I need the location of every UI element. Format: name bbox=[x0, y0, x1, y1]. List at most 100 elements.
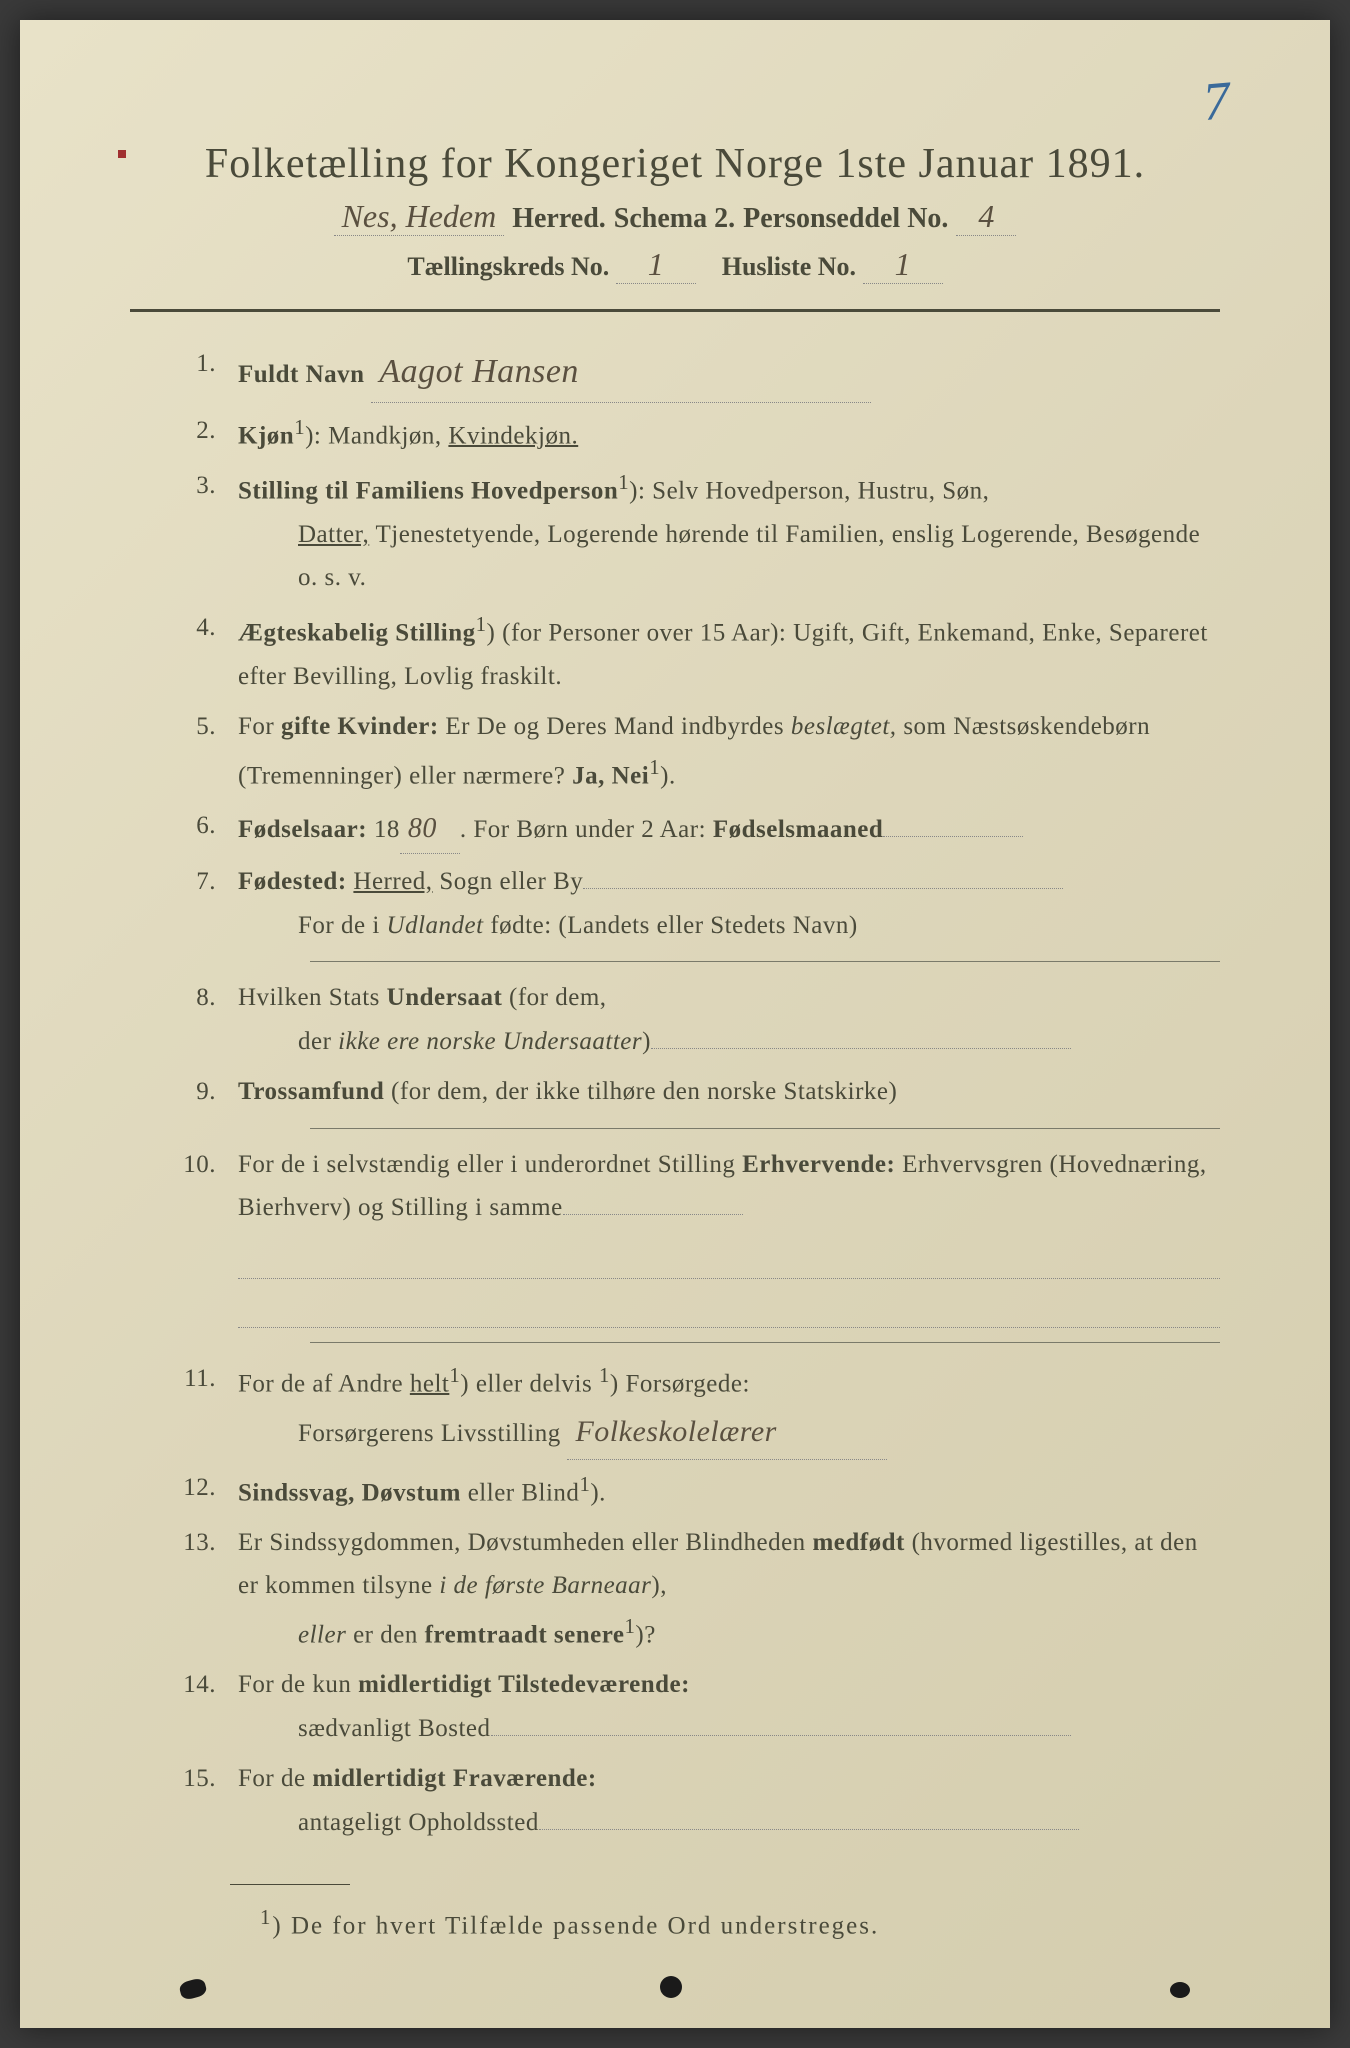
binding-hole-left bbox=[178, 1977, 208, 2001]
item-num-2: 2. bbox=[170, 409, 238, 458]
item-9: 9. Trossamfund (for dem, der ikke tilhør… bbox=[170, 1070, 1220, 1114]
husliste-label: Husliste No. bbox=[722, 252, 856, 281]
q5-sup: 1 bbox=[649, 755, 660, 779]
q6-blank bbox=[883, 812, 1023, 837]
q8-text3: der bbox=[298, 1028, 338, 1055]
q15-bold: midlertidigt Fraværende: bbox=[312, 1765, 596, 1792]
footnote-sup: 1 bbox=[260, 1905, 272, 1929]
personseddel-label: Personseddel No. bbox=[743, 203, 948, 235]
q7-text2: For de i bbox=[298, 912, 387, 939]
q11-value: Folkeskolelærer bbox=[567, 1406, 887, 1460]
q5-text2: Er De og Deres Mand indbyrdes bbox=[439, 713, 791, 740]
q15-blank bbox=[539, 1805, 1079, 1830]
q9-text: (for dem, der ikke tilhøre den norske St… bbox=[384, 1078, 897, 1105]
item-11: 11. For de af Andre helt1) eller delvis … bbox=[170, 1357, 1220, 1460]
q6-label2: Fødselsmaaned bbox=[713, 816, 883, 843]
red-marker-dot bbox=[118, 150, 126, 158]
q13-text1: Er Sindssygdommen, Døvstumheden eller Bl… bbox=[238, 1529, 812, 1556]
form-title: Folketælling for Kongeriget Norge 1ste J… bbox=[130, 140, 1220, 188]
q13-text4: er den bbox=[346, 1622, 424, 1649]
q13-bold2: fremtraadt senere bbox=[425, 1622, 625, 1649]
husliste-value: 1 bbox=[863, 246, 943, 284]
q12-text: eller Blind bbox=[461, 1479, 579, 1506]
item-num-1: 1. bbox=[170, 342, 238, 403]
item-num-15: 15. bbox=[170, 1757, 238, 1845]
q7-blank bbox=[583, 864, 1063, 889]
item-3: 3. Stilling til Familiens Hovedperson1):… bbox=[170, 464, 1220, 601]
item-13: 13. Er Sindssygdommen, Døvstumheden elle… bbox=[170, 1521, 1220, 1658]
item-num-12: 12. bbox=[170, 1466, 238, 1515]
q6-text: . For Børn under 2 Aar: bbox=[460, 816, 713, 843]
q6-prefix: 18 bbox=[367, 816, 400, 843]
binding-hole-center bbox=[660, 1976, 682, 1998]
q4-sup: 1 bbox=[476, 612, 487, 636]
q13-italic1: i de første Barneaar bbox=[439, 1572, 651, 1599]
q1-label: Fuldt Navn bbox=[238, 361, 365, 388]
schema-label: Schema 2. bbox=[614, 203, 735, 235]
item-5: 5. For gifte Kvinder: Er De og Deres Man… bbox=[170, 705, 1220, 798]
footnote-text: ) De for hvert Tilfælde passende Ord und… bbox=[272, 1913, 879, 1940]
q11-underlined: helt bbox=[410, 1370, 450, 1397]
q3-label: Stilling til Familiens Hovedperson bbox=[238, 477, 618, 504]
q2-text: ): Mandkjøn, bbox=[305, 422, 448, 449]
footnote-divider bbox=[230, 1884, 350, 1885]
q7-text: Sogn eller By bbox=[433, 868, 584, 895]
q2-label: Kjøn bbox=[238, 422, 294, 449]
item-14: 14. For de kun midlertidigt Tilstedevære… bbox=[170, 1663, 1220, 1751]
q14-bold: midlertidigt Tilstedeværende: bbox=[358, 1671, 690, 1698]
item-7: 7. Fødested: Herred, Sogn eller By For d… bbox=[170, 860, 1220, 948]
q3-text2: Tjenestetyende, Logerende hørende til Fa… bbox=[369, 521, 1200, 548]
item-15: 15. For de midlertidigt Fraværende: anta… bbox=[170, 1757, 1220, 1845]
q6-value: 80 bbox=[400, 804, 460, 854]
q8-italic: ikke ere norske Undersaatter bbox=[338, 1028, 642, 1055]
q11-sup2: 1 bbox=[599, 1363, 610, 1387]
q11-text1: For de af Andre bbox=[238, 1370, 410, 1397]
q14-text1: For de kun bbox=[238, 1671, 358, 1698]
q15-text2: antageligt Opholdssted bbox=[298, 1809, 539, 1836]
item-num-11: 11. bbox=[170, 1357, 238, 1460]
item-1: 1. Fuldt Navn Aagot Hansen bbox=[170, 342, 1220, 403]
item-12: 12. Sindssvag, Døvstum eller Blind1). bbox=[170, 1466, 1220, 1515]
q5-text1: For bbox=[238, 713, 281, 740]
q11-text2: ) eller delvis bbox=[460, 1370, 599, 1397]
q11-text4: Forsørgerens Livsstilling bbox=[298, 1420, 561, 1447]
header-divider bbox=[130, 309, 1220, 312]
item-num-5: 5. bbox=[170, 705, 238, 798]
item-num-6: 6. bbox=[170, 804, 238, 854]
q13-sup: 1 bbox=[624, 1614, 635, 1638]
q11-text3: ) Forsørgede: bbox=[610, 1370, 750, 1397]
q5-text4: ). bbox=[660, 762, 676, 789]
divider-9-10 bbox=[310, 1128, 1220, 1129]
q3-sup: 1 bbox=[618, 470, 629, 494]
item-8: 8. Hvilken Stats Undersaat (for dem, der… bbox=[170, 976, 1220, 1064]
q13-text5: )? bbox=[635, 1622, 655, 1649]
divider-10-11 bbox=[310, 1342, 1220, 1343]
herred-label: Herred. bbox=[512, 203, 606, 235]
item-num-7: 7. bbox=[170, 860, 238, 948]
herred-handwritten: Nes, Hedem bbox=[334, 198, 505, 236]
q3-underlined: Datter, bbox=[298, 521, 369, 548]
q14-text2: sædvanligt Bosted bbox=[298, 1715, 491, 1742]
q7-underlined: Herred, bbox=[353, 868, 432, 895]
form-header: Folketælling for Kongeriget Norge 1ste J… bbox=[130, 140, 1220, 284]
q10-blank1 bbox=[563, 1190, 743, 1215]
q7-italic: Udlandet bbox=[387, 912, 484, 939]
q3-text1: ): Selv Hovedperson, Hustru, Søn, bbox=[629, 477, 989, 504]
q7-text3: fødte: (Landets eller Stedets Navn) bbox=[484, 912, 858, 939]
binding-hole-right bbox=[1170, 1982, 1190, 1998]
q10-bold: Erhvervende: bbox=[742, 1151, 895, 1178]
form-subheader-2: Tællingskreds No. 1 Husliste No. 1 bbox=[130, 246, 1220, 284]
q10-blank2 bbox=[238, 1234, 1220, 1279]
form-subheader-1: Nes, Hedem Herred. Schema 2. Personsedde… bbox=[130, 198, 1220, 236]
item-num-8: 8. bbox=[170, 976, 238, 1064]
q8-text4: ) bbox=[642, 1028, 651, 1055]
q4-label: Ægteskabelig Stilling bbox=[238, 619, 476, 646]
q2-underlined: Kvindekjøn. bbox=[448, 422, 578, 449]
q7-label: Fødested: bbox=[238, 868, 347, 895]
footnote: 1) De for hvert Tilfælde passende Ord un… bbox=[130, 1905, 1220, 1940]
q13-text3: ), bbox=[651, 1572, 667, 1599]
page-number-annotation: 7 bbox=[1200, 69, 1232, 133]
q8-bold: Undersaat bbox=[387, 984, 503, 1011]
q8-text1: Hvilken Stats bbox=[238, 984, 387, 1011]
item-10: 10. For de i selvstændig eller i underor… bbox=[170, 1143, 1220, 1329]
